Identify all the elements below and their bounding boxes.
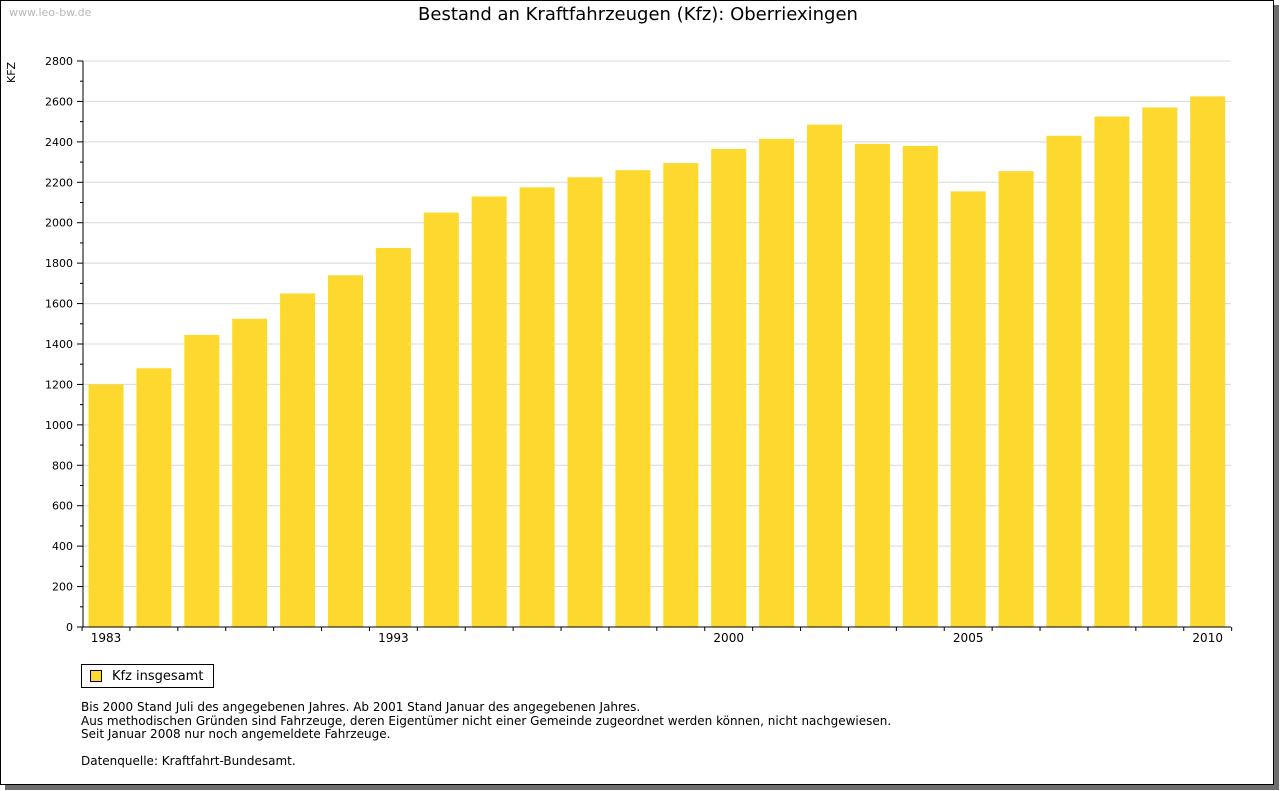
chart-title: Bestand an Kraftfahrzeugen (Kfz): Oberri… — [418, 4, 858, 25]
legend: Kfz insgesamt — [81, 664, 215, 688]
bar — [950, 191, 986, 627]
bar — [280, 293, 316, 627]
bar — [1094, 116, 1130, 627]
gridlines — [83, 60, 1231, 588]
y-tick-label: 1800 — [45, 257, 73, 270]
y-tick-label: 2000 — [45, 217, 73, 230]
y-tick-label: 400 — [52, 540, 73, 553]
data-source: Datenquelle: Kraftfahrt-Bundesamt. — [81, 754, 296, 768]
x-tick-label: 1993 — [378, 631, 409, 645]
y-tick-label: 2400 — [45, 136, 73, 149]
bar — [567, 177, 603, 627]
bar — [328, 275, 363, 627]
chart-plot: 0 200 400 600 800 1000 1200 1400 1600 1800 2000 220… — [45, 55, 1233, 645]
legend-swatch — [90, 670, 102, 682]
bar — [711, 148, 747, 628]
y-tick-label: 0 — [66, 621, 73, 634]
bar — [1046, 135, 1082, 628]
bar — [759, 138, 795, 627]
footnote-line: Bis 2000 Stand Juli des angegebenen Jahr… — [81, 700, 641, 714]
axes — [77, 60, 1233, 631]
bar — [902, 145, 938, 627]
y-tick-label: 2200 — [45, 176, 73, 189]
bar — [1190, 96, 1226, 627]
y-tick-label: 1000 — [45, 419, 73, 432]
bar — [615, 170, 651, 627]
y-tick-label: 200 — [52, 581, 73, 594]
bar — [519, 187, 555, 627]
y-tick-label: 800 — [52, 459, 73, 472]
y-tick-label: 2600 — [45, 95, 73, 108]
footnote-line: Aus methodischen Gründen sind Fahrzeuge,… — [81, 713, 892, 728]
bar — [184, 334, 220, 627]
bar — [663, 163, 699, 627]
footnote-line: Seit Januar 2008 nur noch angemeldete Fa… — [81, 727, 391, 741]
bar — [998, 171, 1034, 628]
x-tick-labels: 1983 1993 2000 2005 2010 — [91, 631, 1223, 645]
y-tick-label: 1600 — [45, 298, 73, 311]
bar — [423, 212, 459, 627]
x-tick-label: 1983 — [91, 631, 122, 645]
y-tick-labels: 0 200 400 600 800 1000 1200 1400 1600 1800 2000 220… — [45, 55, 73, 634]
footnotes: Bis 2000 Stand Juli des angegebenen Jahr… — [81, 700, 892, 742]
y-tick-label: 2800 — [45, 55, 73, 68]
bar — [232, 318, 268, 627]
bar — [88, 384, 124, 627]
bar — [807, 124, 842, 628]
watermark: www.leo-bw.de — [9, 6, 92, 19]
x-tick-label: 2010 — [1192, 631, 1223, 645]
bar — [375, 247, 411, 627]
x-tick-label: 2005 — [953, 631, 984, 645]
bar — [471, 196, 507, 627]
bar — [1142, 107, 1178, 627]
bars — [88, 96, 1226, 628]
y-tick-label: 600 — [52, 500, 73, 513]
bar — [136, 368, 172, 627]
y-tick-label: 1400 — [45, 338, 73, 351]
y-tick-label: 1200 — [45, 378, 73, 391]
bar — [854, 143, 890, 627]
x-tick-label: 2000 — [713, 631, 744, 645]
legend-label: Kfz insgesamt — [112, 668, 204, 684]
